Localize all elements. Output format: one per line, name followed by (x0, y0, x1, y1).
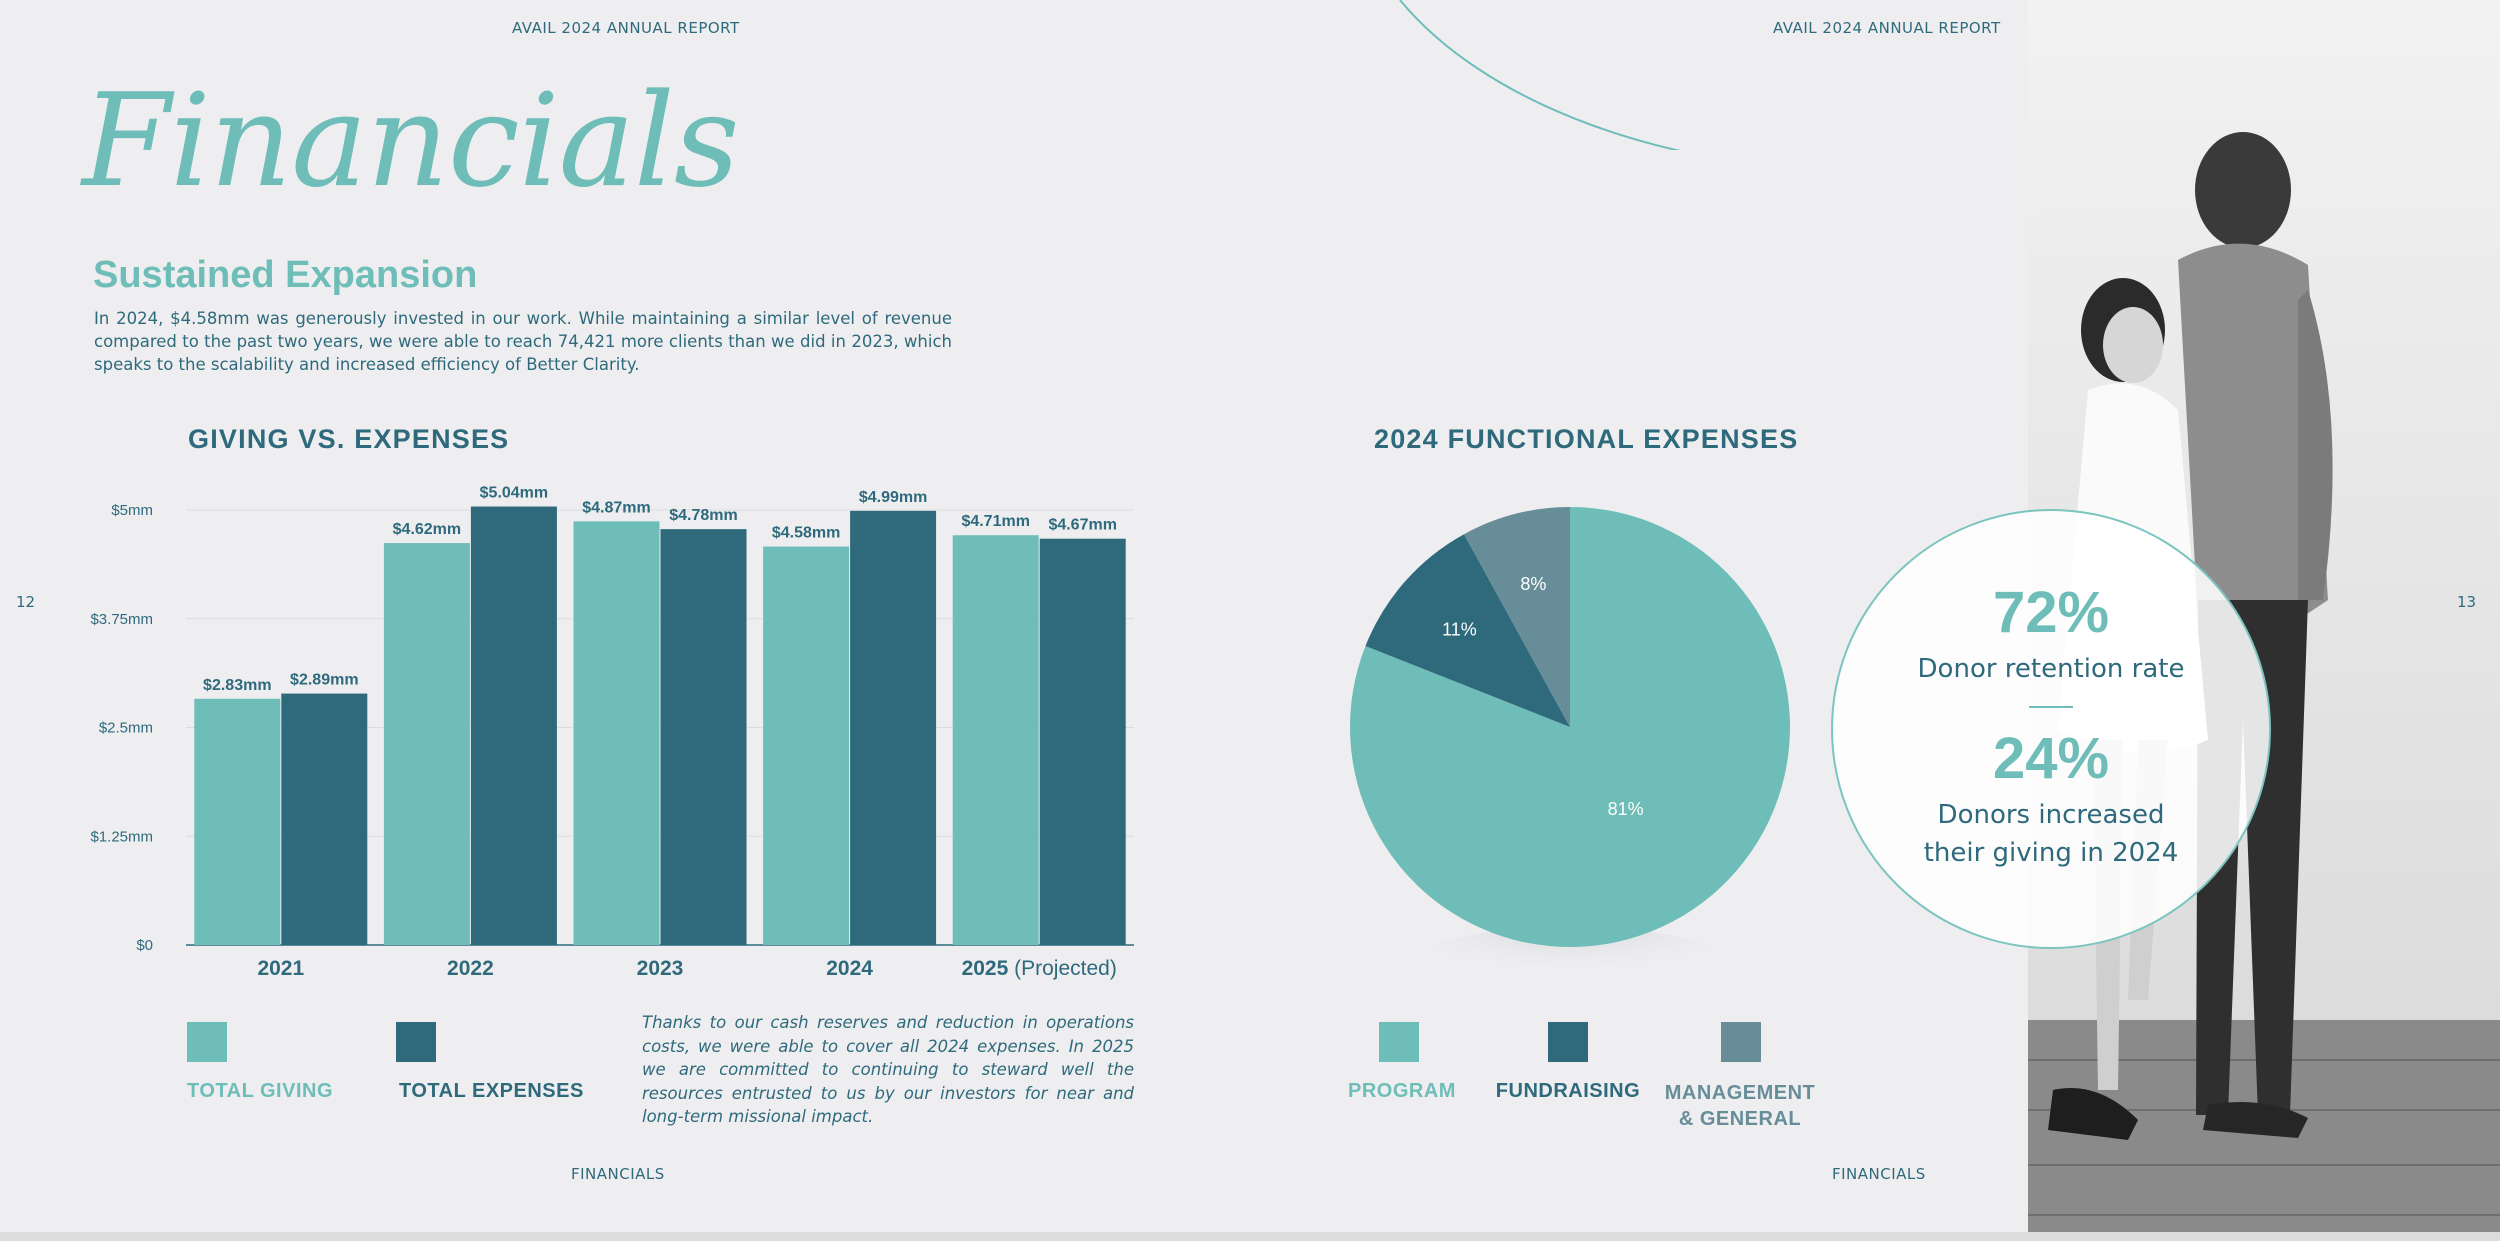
bar-2022-giving (383, 543, 470, 945)
legend-swatch-total-expenses (396, 1022, 436, 1062)
bar-2021-giving (194, 698, 281, 945)
legend-label-management-line1: MANAGEMENT (1664, 1082, 1816, 1104)
pie-shadow (1405, 927, 1735, 1007)
bar-value-label: $5.04mm (480, 485, 549, 502)
pie-chart: 81% 11% 8% (1350, 507, 1790, 1007)
donors-increased-line1: Donors increased (1937, 800, 2165, 830)
y-tick-label: $1.25mm (90, 828, 153, 845)
legend-label-management-line2: & GENERAL (1678, 1108, 1802, 1130)
bar-value-label: $4.78mm (669, 507, 738, 524)
bar-value-label: $4.62mm (393, 521, 462, 538)
header-right: AVAIL 2024 ANNUAL REPORT (1773, 19, 2001, 37)
bar-2023-giving (573, 521, 660, 945)
pie-chart-title: 2024 FUNCTIONAL EXPENSES (1374, 424, 1799, 454)
bar-2022-expenses (470, 506, 557, 945)
y-tick-label: $5mm (111, 502, 153, 519)
legend-label-total-expenses: TOTAL EXPENSES (399, 1080, 584, 1102)
legend-label-total-giving: TOTAL GIVING (187, 1080, 334, 1102)
page-number-right: 13 (2457, 593, 2477, 611)
donors-increased-value: 24% (1992, 726, 2110, 791)
bar-2025-giving (952, 535, 1039, 945)
legend-swatch-total-giving (187, 1022, 227, 1062)
legend-label-fundraising: FUNDRAISING (1495, 1080, 1641, 1102)
page-title: Financials (82, 67, 739, 216)
bar-2021-expenses (281, 693, 368, 945)
donor-retention-value: 72% (1992, 580, 2110, 645)
footer-left: FINANCIALS (571, 1165, 665, 1183)
bar-value-label: $2.89mm (290, 672, 359, 689)
bar-value-label: $4.71mm (961, 513, 1030, 530)
footer-right: FINANCIALS (1832, 1165, 1926, 1183)
pie-slice-label: 81% (1608, 799, 1644, 819)
pie-slice-label: 8% (1520, 574, 1546, 594)
legend-label-program: PROGRAM (1348, 1080, 1456, 1102)
donors-increased-line2: their giving in 2024 (1923, 838, 2179, 868)
section-subtitle: Sustained Expansion (93, 254, 478, 296)
legend-swatch-management-general (1721, 1022, 1761, 1062)
financial-note: Thanks to our cash reserves and reductio… (642, 1013, 1134, 1126)
bar-2025-expenses (1039, 538, 1126, 945)
bar-value-label: $4.58mm (772, 525, 841, 542)
legend-label-management-general: MANAGEMENT & GENERAL (1660, 1080, 1820, 1132)
y-tick-label: $0 (136, 937, 153, 954)
bottom-edge (0, 1232, 2500, 1241)
y-tick-label: $2.5mm (99, 720, 153, 737)
header-left: AVAIL 2024 ANNUAL REPORT (512, 19, 740, 37)
pie-slice-label: 11% (1442, 620, 1477, 640)
donor-retention-label: Donor retention rate (1917, 654, 2185, 684)
bar-2024-expenses (850, 510, 937, 945)
y-tick-label: $3.75mm (90, 611, 153, 628)
x-category-label: 2025 (Projected) (962, 957, 1117, 980)
bar-value-label: $4.99mm (859, 489, 928, 506)
stats-circle: 72% Donor retention rate 24% Donors incr… (1831, 509, 2271, 949)
x-category-label: 2024 (826, 957, 873, 980)
bar-2023-expenses (660, 529, 747, 945)
x-category-label: 2021 (257, 957, 304, 980)
bar-chart-title: GIVING VS. EXPENSES (188, 424, 510, 454)
bar-value-label: $4.67mm (1048, 517, 1117, 534)
legend-swatch-fundraising (1548, 1022, 1588, 1062)
legend-swatch-program (1379, 1022, 1419, 1062)
bar-value-label: $2.83mm (203, 677, 272, 694)
bar-value-label: $4.87mm (582, 499, 651, 516)
x-category-label: 2023 (637, 957, 684, 980)
stats-divider (2029, 706, 2073, 708)
x-category-label: 2022 (447, 957, 494, 980)
pie-slice-fundraising (1365, 534, 1570, 727)
bar-chart: $0 $1.25mm $2.5mm $3.75mm $5mm $2.83mm $2.89mm… (90, 485, 1134, 980)
bar-2024-giving (763, 546, 850, 945)
page-number-left: 12 (16, 593, 36, 611)
intro-paragraph: In 2024, $4.58mm was generously invested… (94, 309, 952, 374)
pie-slice-management-general (1464, 507, 1570, 727)
